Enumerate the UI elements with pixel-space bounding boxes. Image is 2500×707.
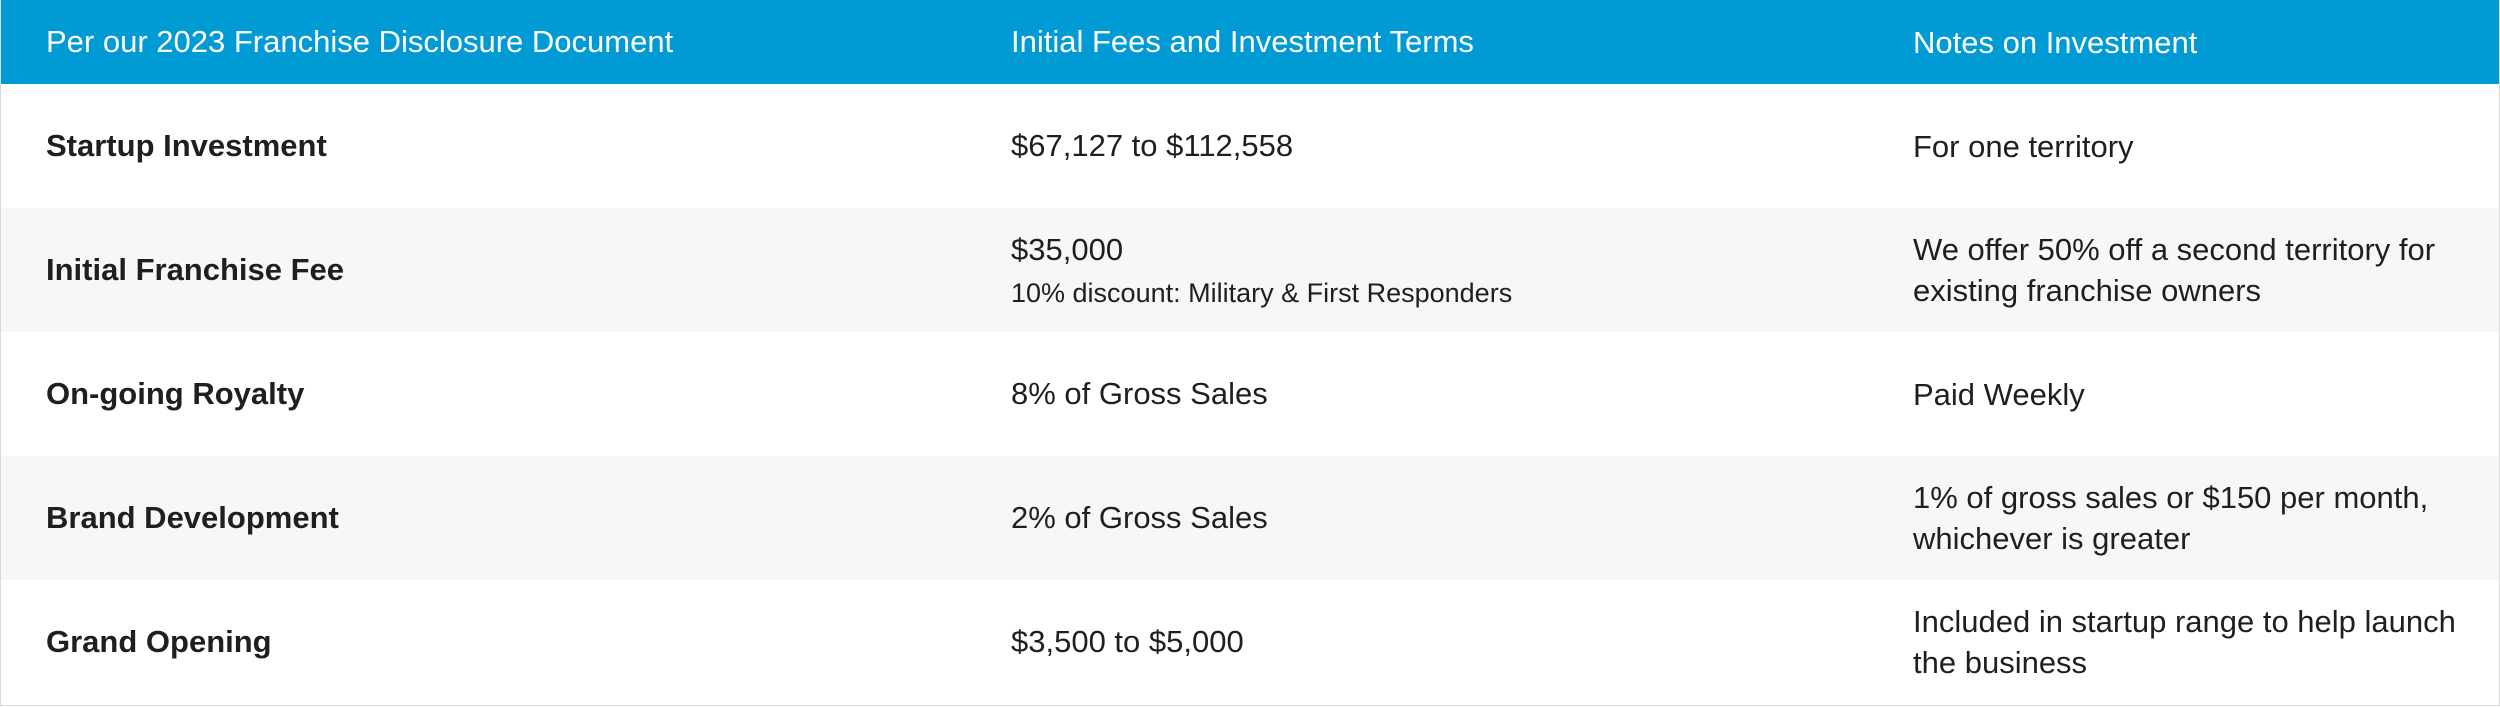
header-col-notes: Notes on Investment <box>1913 24 2198 60</box>
row-notes: For one territory <box>1913 128 2134 164</box>
row-terms: $67,127 to $112,558 <box>1011 128 1913 164</box>
table-row: Brand Development 2% of Gross Sales 1% o… <box>1 456 2499 580</box>
row-terms-value: $67,127 to $112,558 <box>1011 128 1294 163</box>
table-row: On-going Royalty 8% of Gross Sales Paid … <box>1 332 2499 456</box>
row-terms-value: $3,500 to $5,000 <box>1011 624 1244 659</box>
row-terms-subnote: 10% discount: Military & First Responder… <box>1011 277 1513 308</box>
header-col-terms: Initial Fees and Investment Terms <box>1011 24 1474 59</box>
row-terms-value: 8% of Gross Sales <box>1011 376 1268 411</box>
row-terms: 8% of Gross Sales <box>1011 376 1913 412</box>
table-row: Startup Investment $67,127 to $112,558 F… <box>1 84 2499 208</box>
row-terms-value: $35,000 <box>1011 231 1124 267</box>
row-label: Brand Development <box>46 500 339 535</box>
header-col-document: Per our 2023 Franchise Disclosure Docume… <box>46 24 674 59</box>
table-row: Initial Franchise Fee $35,000 10% discou… <box>1 208 2499 332</box>
row-label: Initial Franchise Fee <box>46 252 345 287</box>
row-terms-value: 2% of Gross Sales <box>1011 500 1268 535</box>
row-label: Grand Opening <box>46 624 272 659</box>
row-notes: Paid Weekly <box>1913 376 2085 412</box>
row-label: On-going Royalty <box>46 376 305 411</box>
table-row: Grand Opening $3,500 to $5,000 Included … <box>1 580 2499 704</box>
row-notes: Included in startup range to help launch… <box>1913 604 2456 680</box>
table-header: Per our 2023 Franchise Disclosure Docume… <box>1 0 2499 84</box>
row-notes: We offer 50% off a second territory for … <box>1913 232 2436 308</box>
row-notes: 1% of gross sales or $150 per month, whi… <box>1913 480 2429 556</box>
row-terms: $3,500 to $5,000 <box>1011 624 1913 660</box>
row-label: Startup Investment <box>46 128 327 163</box>
row-terms: $35,000 10% discount: Military & First R… <box>1011 232 1913 309</box>
row-terms: 2% of Gross Sales <box>1011 500 1913 536</box>
